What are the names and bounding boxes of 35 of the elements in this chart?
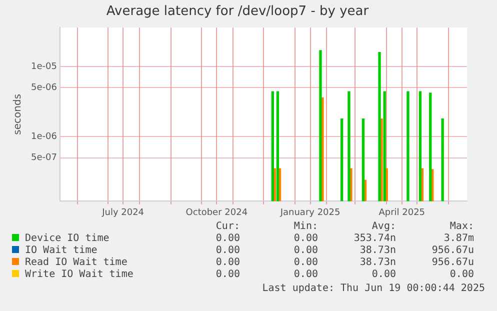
legend-label: Write IO Wait time <box>24 269 134 281</box>
text: 0.00 <box>292 269 318 281</box>
text: 0.00 <box>370 269 396 281</box>
legend-label: IO Wait time <box>24 245 98 257</box>
text: 956.67u <box>430 245 474 257</box>
text: 38.73n <box>358 257 396 269</box>
x-tick-label: January 2025 <box>279 208 340 218</box>
text: 0.00 <box>448 269 474 281</box>
text: Avg: <box>370 221 396 233</box>
chart-title: Average latency for /dev/loop7 - by year <box>106 4 370 20</box>
text: 0.00 <box>292 257 318 269</box>
text: Last update: Thu Jun 19 00:00:44 2025 <box>262 283 485 295</box>
text: 0.00 <box>214 245 240 257</box>
text: 0.00 <box>214 233 240 245</box>
text: 0.00 <box>214 269 240 281</box>
text: 956.67u <box>430 257 474 269</box>
text: 38.73n <box>358 245 396 257</box>
y-tick-label: 5e-06 <box>30 83 58 94</box>
y-tick-label: 1e-06 <box>30 132 58 142</box>
y-tick-label: 5e-07 <box>30 153 57 164</box>
text: 0.00 <box>292 245 318 257</box>
legend-label: Device IO time <box>24 233 110 245</box>
x-tick-label: July 2024 <box>101 208 144 218</box>
text: Cur: <box>214 221 240 233</box>
x-tick-label: April 2025 <box>378 208 426 218</box>
text: 3.87m <box>442 233 474 245</box>
text: 0.00 <box>292 233 318 245</box>
text: Max: <box>448 221 474 233</box>
text: Min: <box>292 221 318 233</box>
y-tick-label: 1e-05 <box>30 62 57 72</box>
legend-label: Read IO Wait time <box>24 257 128 269</box>
x-tick-label: October 2024 <box>186 208 248 218</box>
text: 0.00 <box>214 257 240 269</box>
text: 353.74n <box>352 233 396 245</box>
y-axis-title: seconds <box>12 94 24 135</box>
